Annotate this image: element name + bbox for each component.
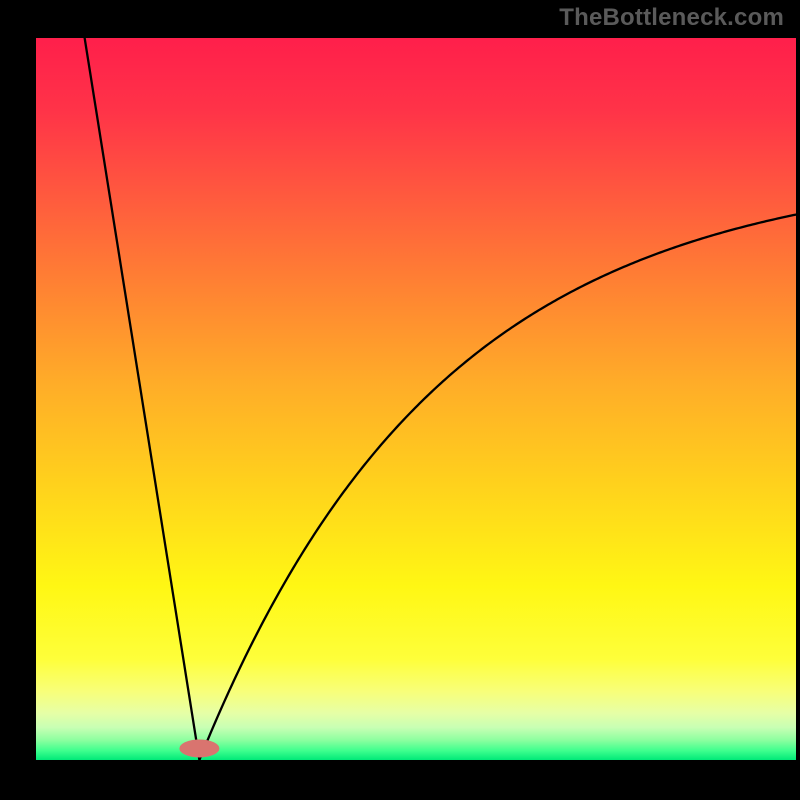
bottleneck-chart (0, 0, 800, 800)
plot-background (36, 38, 796, 760)
watermark-text: TheBottleneck.com (559, 4, 784, 32)
chart-container: TheBottleneck.com (0, 0, 800, 800)
optimal-point-marker (179, 739, 219, 757)
